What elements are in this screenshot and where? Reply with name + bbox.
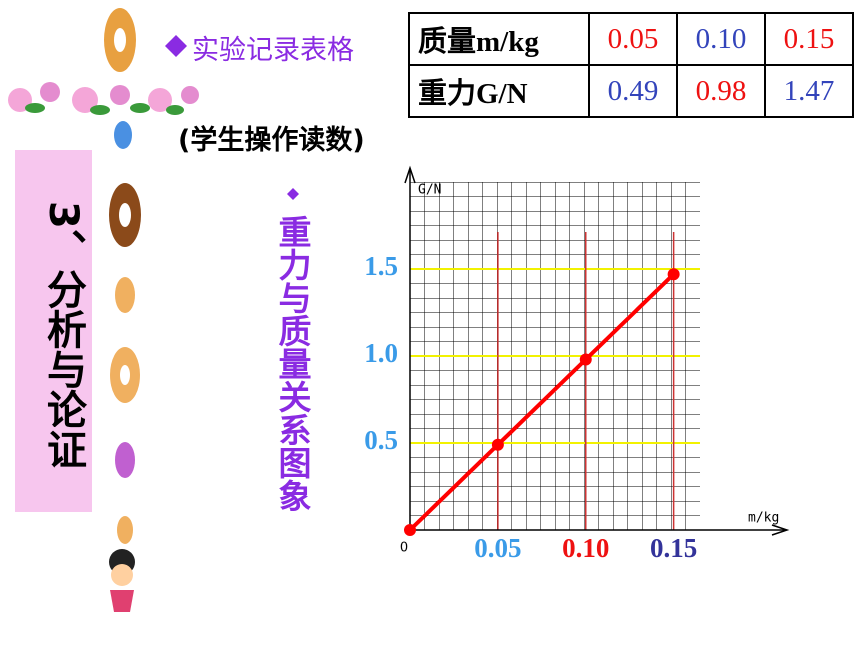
data-line [408,272,676,532]
table-cell: 0.15 [764,12,854,66]
table-cell: 0.05 [588,12,678,66]
note: (学生操作读数) [178,125,365,156]
x-tick-label: 0.15 [650,533,697,563]
data-point [491,438,504,451]
table-cell: 0.10 [676,12,766,66]
data-point [579,353,592,366]
y-axis-arrow [404,165,416,184]
record-table: 质量m/kg 0.05 0.10 0.15 重力G/N 0.49 0.98 1.47 [408,12,854,118]
table-cell: 重力G/N [408,64,590,118]
flower-garland [8,82,199,115]
y-axis-label: G/N [418,183,441,198]
x-tick-label: 0.10 [562,533,609,563]
x-axis-label: m/kg [748,511,779,526]
donut-column [104,8,141,612]
y-tick-label: 1.5 [364,251,398,281]
heading: 实验记录表格 [192,35,354,66]
section-title: 3、分析与论证 [15,150,92,512]
x-tick-label: 0.05 [474,533,521,563]
origin-label: 0 [400,541,408,556]
data-point [667,268,680,281]
table-cell: 1.47 [764,64,854,118]
bullet [165,35,187,57]
table-row: 重力G/N 0.49 0.98 1.47 [408,64,854,118]
table-cell: 质量m/kg [408,12,590,66]
table-cell: 0.98 [676,64,766,118]
y-tick-label: 0.5 [364,425,398,455]
table-row: 质量m/kg 0.05 0.10 0.15 [408,12,854,66]
chart-title: 重力与质量关系图象 [273,215,312,512]
y-tick-label: 1.0 [364,338,398,368]
bullet [287,188,299,200]
data-point [404,524,416,536]
x-axis-arrow [771,524,790,536]
table-cell: 0.49 [588,64,678,118]
